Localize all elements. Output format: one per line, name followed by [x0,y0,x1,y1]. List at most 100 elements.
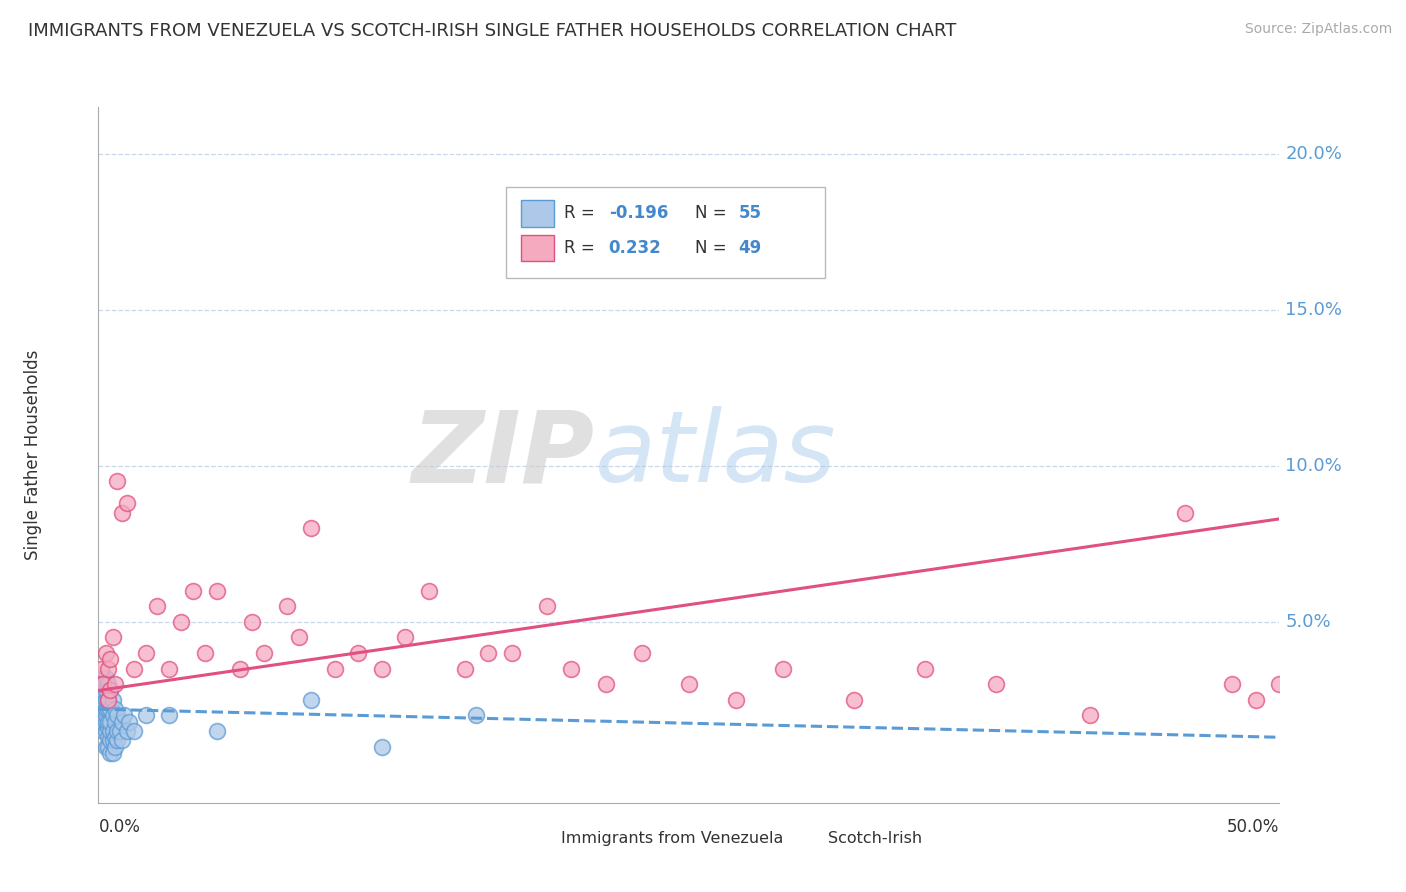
Text: -0.196: -0.196 [609,204,668,222]
Point [104,714,127,729]
Point [394,631,416,645]
Point [477,646,499,660]
Point [91,693,114,707]
Point [97,677,120,691]
Point [194,646,217,660]
Point [276,599,298,614]
Point [630,646,652,660]
Point [146,599,169,614]
Point [97,721,120,735]
Point [108,724,131,739]
Point [170,615,193,629]
Point [111,506,134,520]
Point [101,746,124,760]
Point [105,708,128,723]
Point [105,475,128,489]
Point [94,702,117,716]
Point [98,746,121,760]
Point [135,646,157,660]
Point [135,708,157,723]
Point [253,646,276,660]
Point [111,714,134,729]
Text: Single Father Households: Single Father Households [24,350,42,560]
Point [97,702,120,716]
Point [111,733,134,747]
Point [299,521,322,535]
Point [101,708,124,723]
Bar [522,235,554,261]
Point [90,677,112,691]
Point [104,702,127,716]
Point [1268,677,1291,691]
Point [91,677,114,691]
Point [97,739,120,754]
Point [101,733,124,747]
Point [984,677,1007,691]
Point [112,708,135,723]
Point [101,693,124,707]
Point [101,724,124,739]
Text: 20.0%: 20.0% [1285,145,1343,163]
Point [91,702,114,716]
Point [94,724,117,739]
Point [94,739,117,754]
Text: 0.0%: 0.0% [98,818,141,837]
Text: ZIP: ZIP [412,407,595,503]
FancyBboxPatch shape [506,187,825,277]
Point [91,683,114,698]
Point [240,615,263,629]
Point [418,583,440,598]
Point [772,662,794,676]
Point [94,646,117,660]
Point [104,677,127,691]
Point [122,662,145,676]
Point [91,714,114,729]
Point [725,693,748,707]
Point [97,693,120,707]
Text: 49: 49 [738,239,762,257]
Point [91,724,114,739]
Text: 50.0%: 50.0% [1227,818,1279,837]
Point [101,631,124,645]
Point [288,631,311,645]
Text: 0.232: 0.232 [609,239,661,257]
Bar [522,201,554,227]
Bar [530,827,555,852]
Text: 15.0%: 15.0% [1285,301,1343,318]
Point [560,662,582,676]
Point [94,683,117,698]
Text: 10.0%: 10.0% [1285,457,1343,475]
Point [115,496,138,510]
Point [205,583,228,598]
Text: N =: N = [695,239,731,257]
Point [97,714,120,729]
Point [97,731,120,745]
Point [229,662,252,676]
Point [97,693,120,707]
Point [1080,708,1102,723]
Point [90,662,112,676]
Text: atlas: atlas [595,407,837,503]
Point [90,693,112,707]
Point [536,599,558,614]
Text: N =: N = [695,204,731,222]
Point [98,702,121,716]
Point [465,708,488,723]
Point [1244,693,1267,707]
Point [323,662,346,676]
Point [501,646,523,660]
Point [678,677,700,691]
Point [94,671,117,685]
Point [90,708,112,723]
Text: Source: ZipAtlas.com: Source: ZipAtlas.com [1244,22,1392,37]
Point [157,708,180,723]
Point [347,646,370,660]
Point [181,583,204,598]
Text: Scotch-Irish: Scotch-Irish [828,831,922,847]
Point [97,662,120,676]
Point [98,683,121,698]
Point [94,693,117,707]
Point [104,731,127,745]
Point [1220,677,1243,691]
Text: Immigrants from Venezuela: Immigrants from Venezuela [561,831,783,847]
